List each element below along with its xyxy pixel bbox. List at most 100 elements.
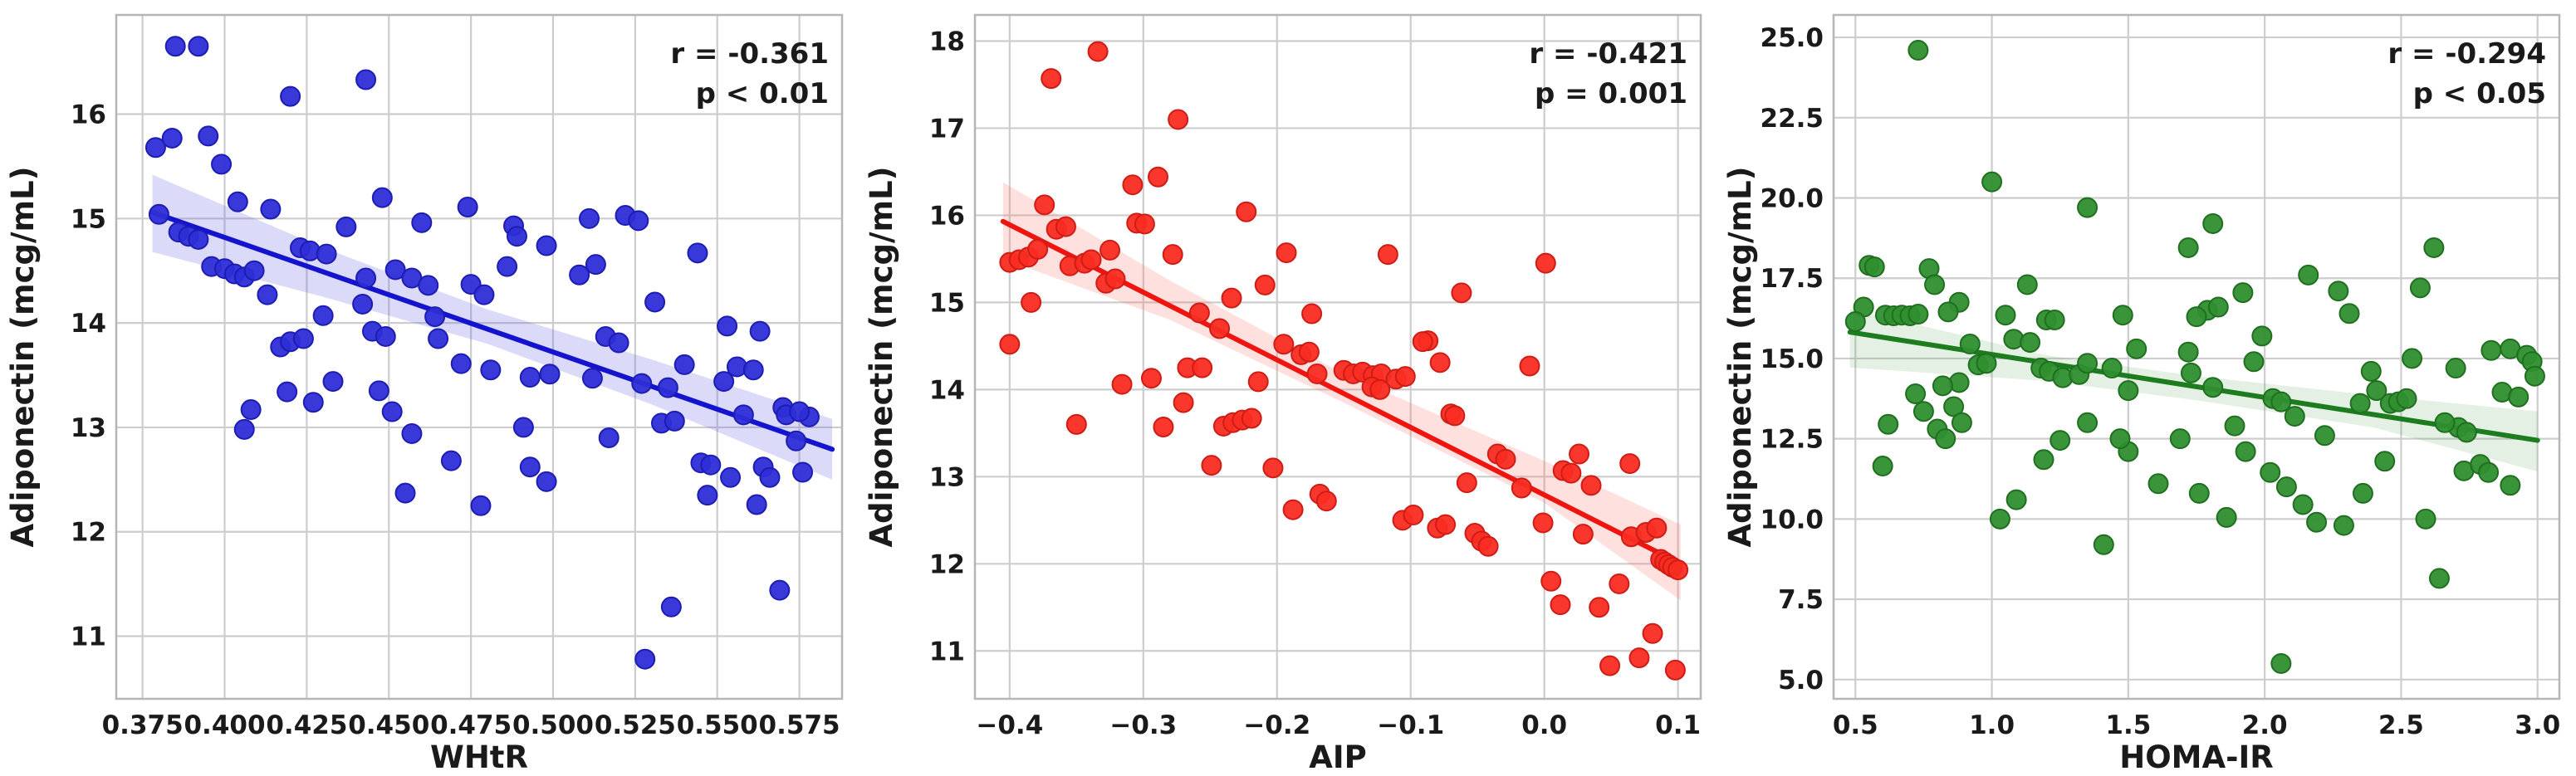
scatter-point xyxy=(1041,68,1062,90)
x-tick-label: −0.1 xyxy=(1377,710,1444,740)
scatter-point xyxy=(2333,515,2354,536)
scatter-point xyxy=(657,377,678,398)
scatter-point xyxy=(418,275,439,296)
stats-annotation-line: p = 0.001 xyxy=(1535,77,1687,110)
scatter-point xyxy=(394,482,416,504)
scatter-point xyxy=(1435,514,1457,535)
scatter-point xyxy=(355,267,377,289)
scatter-point xyxy=(2298,264,2319,286)
scatter-point xyxy=(1646,517,1668,539)
scatter-point xyxy=(742,359,764,381)
scatter-point xyxy=(1844,310,1866,332)
scatter-point xyxy=(1456,472,1477,494)
scatter-point xyxy=(578,207,600,229)
scatter-point xyxy=(1168,109,1189,130)
stats-annotation-line: p < 0.01 xyxy=(696,77,829,110)
x-tick-label: 0.0 xyxy=(1521,710,1567,740)
scatter-point xyxy=(2275,476,2297,498)
scatter-point xyxy=(457,196,478,217)
scatter-point xyxy=(608,332,629,354)
scatter-point xyxy=(480,359,502,381)
y-tick-label: 11 xyxy=(929,637,965,666)
scatter-point xyxy=(2314,425,2335,447)
scatter-point xyxy=(687,242,708,264)
scatter-point xyxy=(700,454,722,476)
scatter-point xyxy=(1087,41,1109,62)
x-tick-label: 0.475 xyxy=(430,710,512,740)
x-tick-label: 1.0 xyxy=(1969,710,2015,740)
scatter-point xyxy=(536,471,557,492)
scatter-point xyxy=(1572,524,1594,545)
y-tick-label: 13 xyxy=(929,462,965,492)
scatter-point xyxy=(1878,413,1899,435)
scatter-point xyxy=(644,291,666,313)
scatter-point xyxy=(749,320,771,342)
scatter-point xyxy=(2251,325,2273,347)
scatter-point xyxy=(2186,306,2207,328)
scatter-point xyxy=(512,417,534,438)
scatter-point xyxy=(1241,408,1262,429)
scatter-point xyxy=(519,456,541,478)
x-tick-label: −0.2 xyxy=(1243,710,1310,740)
scatter-point xyxy=(1924,274,1946,295)
scatter-point xyxy=(322,371,344,393)
scatter-point xyxy=(2396,388,2417,409)
stats-annotation-line: r = -0.421 xyxy=(1529,37,1687,71)
scatter-point xyxy=(1403,505,1424,526)
scatter-point xyxy=(1628,647,1650,669)
scatter-point xyxy=(1111,373,1133,395)
scatter-point xyxy=(1134,213,1155,235)
scatter-point xyxy=(2224,415,2245,437)
panel-homa-ir-scatter: 0.5 1.0 1.5 2.0 2.5 3.0 5.0 7.5 10.0 12.5 15.0 17.5… xyxy=(1717,0,2576,776)
scatter-point xyxy=(2292,494,2314,515)
plot-border xyxy=(973,13,1702,700)
scatter-point xyxy=(2260,461,2281,483)
y-tick-label: 25.0 xyxy=(1761,23,1824,53)
y-tick-label: 7.5 xyxy=(1778,585,1824,615)
scatter-point xyxy=(664,410,685,432)
scatter-point xyxy=(1937,301,1959,323)
scatter-point xyxy=(371,187,393,208)
scatter-point xyxy=(1394,366,1416,388)
scatter-point xyxy=(2508,386,2529,408)
scatter-point xyxy=(316,243,337,265)
scatter-point xyxy=(536,235,557,256)
scatter-point xyxy=(2423,237,2445,258)
scatter-point xyxy=(2374,451,2396,472)
y-tick-label: 13 xyxy=(71,413,106,443)
scatter-point xyxy=(233,418,255,440)
scatter-point xyxy=(1642,622,1663,644)
scatter-point xyxy=(2016,274,2038,295)
regression-line xyxy=(149,209,835,452)
scatter-point xyxy=(1173,392,1194,413)
y-tick-label: 18 xyxy=(929,27,965,56)
scatter-point xyxy=(2033,449,2054,471)
scatter-point xyxy=(2352,482,2373,504)
scatter-point xyxy=(1153,416,1174,437)
scatter-point xyxy=(312,305,334,326)
scatter-point xyxy=(2500,475,2521,496)
scatter-point xyxy=(335,216,357,237)
x-tick-label: 0.525 xyxy=(595,710,676,740)
x-tick-label: −0.3 xyxy=(1109,710,1177,740)
scatter-point xyxy=(1599,655,1621,676)
scatter-point xyxy=(1209,318,1231,339)
scatter-point xyxy=(2409,277,2431,299)
scatter-point xyxy=(1959,334,1981,355)
scatter-point xyxy=(2338,303,2360,325)
scatter-point xyxy=(2434,412,2456,433)
scatter-point xyxy=(2456,422,2477,443)
scatter-point xyxy=(144,137,166,159)
scatter-point xyxy=(2050,430,2071,451)
scatter-point xyxy=(660,596,682,617)
x-axis-label: WHtR xyxy=(430,739,528,775)
scatter-point xyxy=(1236,201,1257,222)
scatter-point xyxy=(450,353,472,374)
scatter-point xyxy=(355,69,377,90)
scatter-point xyxy=(746,494,767,515)
scatter-point xyxy=(1065,413,1087,435)
x-tick-label: 0.5 xyxy=(1833,710,1878,740)
scatter-point xyxy=(1495,448,1516,470)
scatter-point xyxy=(2428,568,2450,589)
scatter-point xyxy=(1668,559,1689,581)
